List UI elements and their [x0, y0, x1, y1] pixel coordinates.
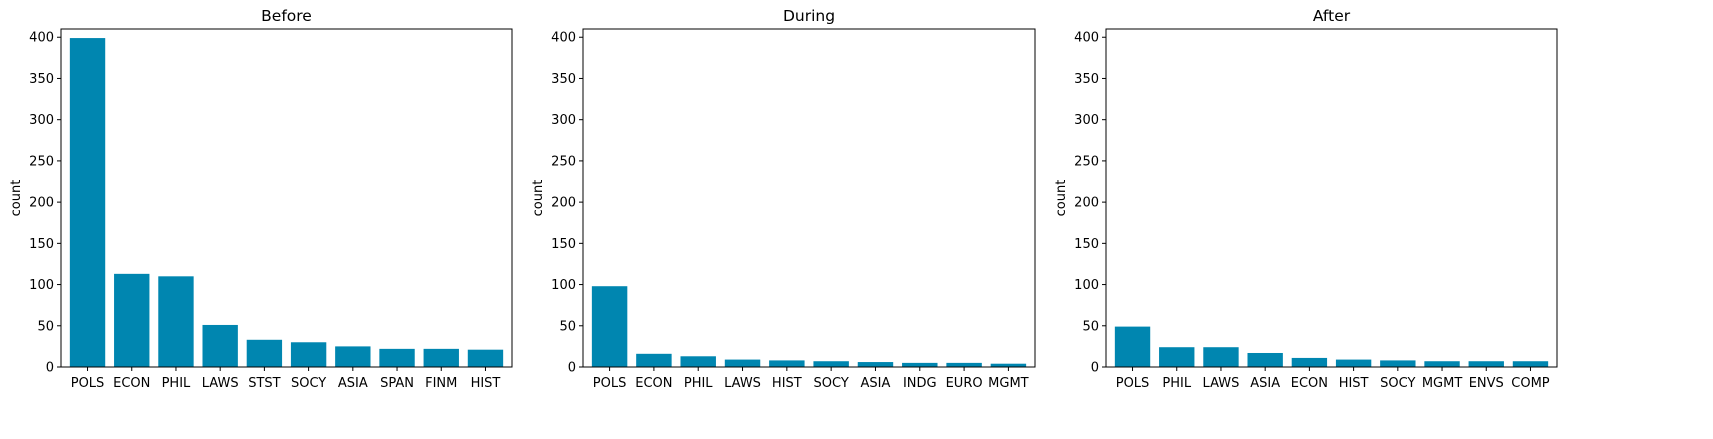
bar-phil — [158, 276, 194, 367]
axes-frame — [1105, 28, 1558, 368]
y-tick-label: 50 — [1082, 319, 1099, 334]
bar-laws — [1203, 347, 1239, 367]
x-tick-label: COMP — [1511, 376, 1550, 391]
x-tick-label: ECON — [635, 376, 672, 391]
y-tick-label: 350 — [551, 72, 576, 87]
y-tick-label: 250 — [29, 154, 54, 169]
y-tick-label: 50 — [37, 319, 54, 334]
bar-euro — [946, 362, 982, 367]
bar-asia — [857, 362, 894, 367]
bar-comp — [1512, 361, 1549, 367]
x-tick-label: SOCY — [291, 376, 326, 391]
y-tick-label: 300 — [29, 113, 54, 128]
y-tick-label: 300 — [1074, 113, 1099, 128]
x-tick-label: FINM — [425, 376, 457, 391]
x-tick-label: SOCY — [814, 376, 849, 391]
y-tick-label: 400 — [29, 31, 54, 46]
bar-econ — [1291, 357, 1328, 367]
y-tick-label: 50 — [559, 319, 576, 334]
y-tick-label: 0 — [568, 361, 576, 376]
axes-frame — [582, 28, 1036, 368]
bar-pols — [69, 38, 106, 367]
bar-finm — [423, 348, 459, 367]
x-tick-label: EURO — [946, 376, 983, 391]
y-tick-label: 150 — [29, 237, 54, 252]
bar-stst — [246, 339, 283, 367]
x-tick-label: ASIA — [338, 376, 368, 391]
x-tick-label: LAWS — [724, 376, 761, 391]
y-tick-label: 100 — [551, 278, 576, 293]
x-tick-label: LAWS — [202, 376, 239, 391]
y-tick-label: 150 — [1074, 237, 1099, 252]
y-tick-label: 0 — [1091, 361, 1099, 376]
x-tick-label: LAWS — [1203, 376, 1240, 391]
bar-socy — [290, 342, 327, 367]
bar-phil — [680, 356, 716, 367]
x-tick-label: STST — [248, 376, 280, 391]
x-tick-label: MGMT — [988, 376, 1029, 391]
x-tick-label: ENVS — [1469, 376, 1504, 391]
y-tick-label: 200 — [29, 196, 54, 211]
bar-pols — [591, 286, 628, 367]
bar-socy — [813, 361, 849, 367]
chart-title: Before — [261, 7, 312, 25]
bar-asia — [335, 346, 371, 367]
x-tick-label: INDG — [903, 376, 937, 391]
y-axis-label: count — [1054, 180, 1069, 217]
bar-hist — [467, 349, 504, 367]
axes-frame — [60, 28, 513, 368]
x-tick-label: PHIL — [162, 376, 191, 391]
x-tick-label: ASIA — [1250, 376, 1280, 391]
y-tick-label: 0 — [46, 361, 54, 376]
y-tick-label: 350 — [29, 72, 54, 87]
x-tick-label: HIST — [1339, 376, 1369, 391]
bar-mgmt — [1424, 361, 1460, 367]
bar-span — [379, 348, 415, 367]
y-tick-label: 250 — [551, 154, 576, 169]
bar-laws — [202, 324, 238, 367]
x-tick-label: HIST — [471, 376, 501, 391]
bar-envs — [1468, 361, 1504, 367]
bar-indg — [902, 362, 938, 367]
bar-phil — [1159, 347, 1195, 367]
bar-mgmt — [990, 363, 1027, 367]
bar-laws — [724, 359, 761, 367]
x-tick-label: SOCY — [1380, 376, 1415, 391]
x-tick-label: SPAN — [380, 376, 414, 391]
y-tick-label: 200 — [551, 196, 576, 211]
y-tick-label: 100 — [29, 278, 54, 293]
y-tick-label: 400 — [1074, 31, 1099, 46]
chart-title: During — [783, 7, 835, 25]
y-tick-label: 300 — [551, 113, 576, 128]
bar-hist — [769, 360, 805, 367]
y-tick-label: 200 — [1074, 196, 1099, 211]
y-tick-label: 400 — [551, 31, 576, 46]
x-tick-label: HIST — [772, 376, 802, 391]
x-tick-label: POLS — [1116, 376, 1150, 391]
chart-title: After — [1313, 7, 1351, 25]
x-tick-label: ASIA — [861, 376, 891, 391]
y-tick-label: 250 — [1074, 154, 1099, 169]
y-tick-label: 100 — [1074, 278, 1099, 293]
bar-socy — [1380, 360, 1416, 367]
y-tick-label: 350 — [1074, 72, 1099, 87]
x-tick-label: ECON — [113, 376, 150, 391]
bar-econ — [114, 273, 150, 367]
bar-hist — [1335, 359, 1372, 367]
x-tick-label: ECON — [1291, 376, 1328, 391]
y-axis-label: count — [9, 180, 24, 217]
bar-econ — [636, 353, 672, 367]
x-tick-label: POLS — [71, 376, 105, 391]
y-tick-label: 150 — [551, 237, 576, 252]
bar-asia — [1247, 352, 1283, 367]
x-tick-label: POLS — [593, 376, 627, 391]
x-tick-label: MGMT — [1422, 376, 1463, 391]
y-axis-label: count — [531, 180, 546, 217]
x-tick-label: PHIL — [1162, 376, 1191, 391]
bar-pols — [1114, 326, 1151, 367]
x-tick-label: PHIL — [684, 376, 713, 391]
